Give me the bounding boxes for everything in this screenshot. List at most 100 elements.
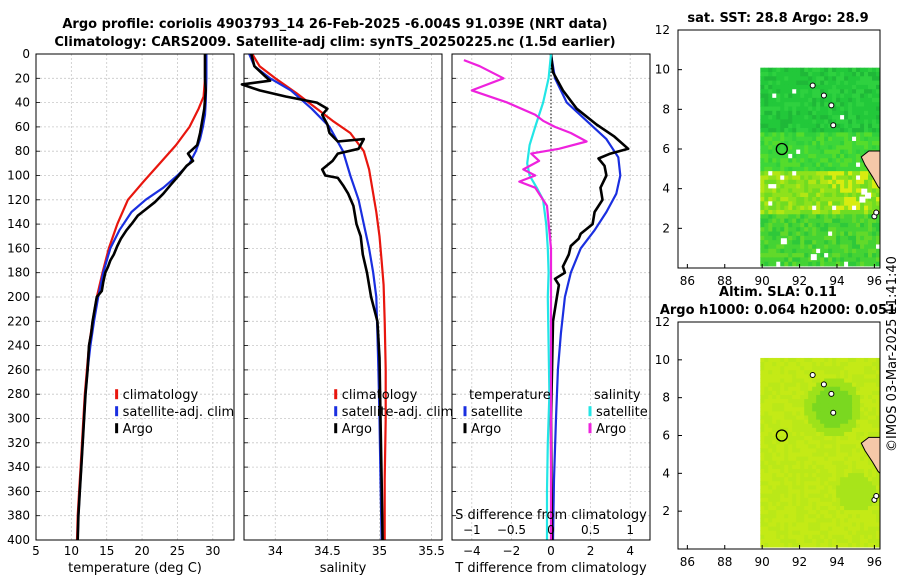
sla-map-cell (832, 543, 837, 548)
sst-map-cell (852, 166, 857, 172)
sst-map-cell (808, 209, 813, 215)
sst-map-cell (860, 136, 865, 142)
sla-map-cell (828, 473, 833, 478)
sst-map-cell (828, 119, 833, 125)
sst-map-cell (760, 123, 765, 129)
sst-map-cell (816, 218, 821, 224)
sst-map-cell (868, 89, 873, 94)
sst-map-cell (804, 222, 809, 228)
sst-map-cell (860, 67, 865, 73)
sla-map-cell (788, 505, 793, 511)
sla-map-cell (764, 489, 769, 495)
sst-map-cell (852, 76, 857, 82)
sla-map-cell (788, 411, 793, 416)
sst-map-cell (848, 209, 853, 215)
sst-map-cell (796, 106, 801, 112)
sla-map-xtick-label: 94 (829, 555, 844, 569)
sst-map-cell (852, 222, 857, 228)
sst-map-cell (792, 97, 797, 103)
sst-map-cell (792, 205, 797, 211)
sla-map-cell (864, 374, 869, 379)
sst-map-cell (776, 248, 781, 254)
sla-map-cell (760, 505, 765, 511)
sst-map-cell (764, 244, 769, 250)
sla-map-cell (824, 411, 829, 416)
sst-map-cell (804, 67, 809, 73)
sla-map-cell (876, 534, 881, 540)
sst-map-cell (804, 140, 809, 146)
sst-map-cell (768, 89, 773, 94)
diff-legend-label: Argo (596, 422, 626, 437)
sst-map-cell (784, 158, 789, 163)
sla-map-cell (788, 477, 793, 482)
sla-map-cell (828, 543, 833, 548)
sst-map-cell (804, 188, 809, 194)
sst-map-cell (836, 192, 841, 198)
sla-map-cell (780, 468, 785, 474)
sst-map-cell (852, 89, 857, 94)
sst-map-cell (852, 102, 857, 107)
sla-map-cell (820, 501, 825, 507)
sla-map-cell (872, 522, 877, 527)
sst-map-cell (780, 115, 785, 120)
sla-map-cell (812, 448, 817, 453)
sla-map-cell (844, 378, 849, 384)
sst-map-cell (876, 106, 881, 112)
sla-map-cell (852, 514, 857, 519)
sla-map-cell (836, 543, 841, 548)
sla-map-cell (808, 468, 813, 474)
sla-map-cell (876, 399, 881, 404)
sla-map-cell (796, 510, 801, 515)
sst-map-cell (776, 158, 781, 163)
sst-map-cell (852, 188, 857, 194)
sla-map-cell (856, 526, 861, 532)
sst-map-cell (792, 67, 797, 73)
sst-map-cell (768, 240, 773, 245)
sla-map-cell (768, 468, 773, 474)
sla-map-cell (848, 440, 853, 445)
sst-map-cell (864, 123, 869, 129)
sla-map-cell (772, 386, 777, 392)
sla-map-cell (808, 522, 813, 527)
sla-map-cell (776, 481, 781, 486)
sst-map-cell (772, 235, 777, 241)
sst-map-cell (872, 80, 877, 86)
sst-map-cell (828, 261, 833, 267)
sla-map-cell (812, 464, 817, 470)
sst-map-cell (860, 235, 865, 241)
sla-map-cell (792, 501, 797, 507)
sst-map-cell (780, 218, 785, 224)
sla-map-cell (784, 444, 789, 449)
sla-map-cell (840, 538, 845, 544)
sla-map-cell (788, 423, 793, 429)
sst-map-cell (804, 162, 809, 168)
sst-map-cell (856, 89, 861, 94)
sla-map-cell (808, 399, 813, 404)
sla-map-cell (784, 423, 789, 429)
sst-map-cell (772, 149, 777, 155)
sla-map-cell (808, 362, 813, 367)
sla-map-cell (784, 415, 789, 421)
sst-map-cell (852, 175, 857, 181)
sst-map-cell (808, 149, 813, 155)
sla-map-cell (760, 460, 765, 466)
sla-map-cell (800, 501, 805, 507)
sla-map-cell (864, 522, 869, 527)
sst-map-cell (876, 257, 881, 263)
sst-map-cell (824, 171, 829, 176)
sst-map-cell (872, 192, 877, 198)
sst-map-cell (760, 201, 765, 207)
sst-map-cell (844, 93, 849, 99)
sst-map-cell (816, 110, 821, 116)
sst-map-cell (824, 257, 829, 263)
sst-island (828, 102, 835, 109)
sla-map-cell (832, 415, 837, 421)
sla-map-cell (808, 460, 813, 466)
sla-map-cell (788, 460, 793, 466)
sst-map-cell (828, 162, 833, 168)
sla-map-cell (860, 374, 865, 379)
sst-map-cell (776, 235, 781, 241)
diff-x2tick-label: −0.5 (497, 523, 526, 537)
sst-map-cell (828, 158, 833, 163)
sst-map-cell (832, 67, 837, 73)
